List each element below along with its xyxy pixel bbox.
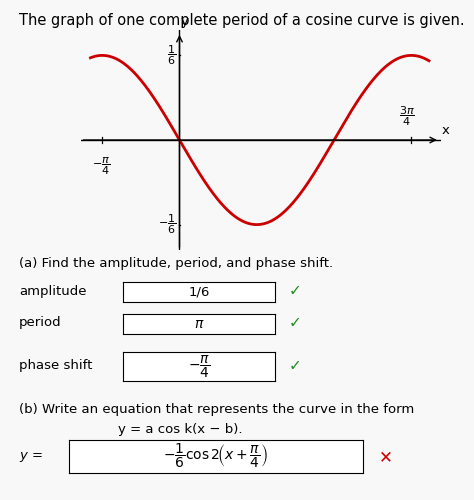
Text: The graph of one complete period of a cosine curve is given.: The graph of one complete period of a co…: [19, 12, 465, 28]
Text: amplitude: amplitude: [19, 284, 86, 298]
Text: $-\dfrac{\pi}{4}$: $-\dfrac{\pi}{4}$: [188, 354, 210, 380]
Text: phase shift: phase shift: [19, 360, 92, 372]
Text: ✓: ✓: [289, 358, 302, 374]
Text: $-\dfrac{\pi}{4}$: $-\dfrac{\pi}{4}$: [92, 156, 110, 177]
Text: y = a cos k(x − b).: y = a cos k(x − b).: [118, 422, 243, 436]
Text: $-\dfrac{1}{6}$: $-\dfrac{1}{6}$: [157, 213, 176, 236]
Text: ✓: ✓: [289, 315, 302, 330]
Text: $-\dfrac{1}{6}\cos 2\!\left(x+\dfrac{\pi}{4}\right)$: $-\dfrac{1}{6}\cos 2\!\left(x+\dfrac{\pi…: [163, 442, 268, 470]
Text: period: period: [19, 316, 62, 329]
Text: y: y: [180, 16, 188, 28]
Text: (a) Find the amplitude, period, and phase shift.: (a) Find the amplitude, period, and phas…: [19, 257, 333, 270]
Text: (b) Write an equation that represents the curve in the form: (b) Write an equation that represents th…: [19, 402, 414, 415]
Text: x: x: [441, 124, 449, 137]
Text: $\dfrac{3\pi}{4}$: $\dfrac{3\pi}{4}$: [400, 104, 415, 128]
Text: $y\,=$: $y\,=$: [19, 450, 44, 464]
Text: ✓: ✓: [289, 284, 302, 298]
Text: 1/6: 1/6: [188, 286, 210, 298]
Text: ✕: ✕: [379, 448, 393, 466]
Text: $\pi$: $\pi$: [194, 316, 204, 330]
Text: $\dfrac{1}{6}$: $\dfrac{1}{6}$: [167, 44, 176, 67]
